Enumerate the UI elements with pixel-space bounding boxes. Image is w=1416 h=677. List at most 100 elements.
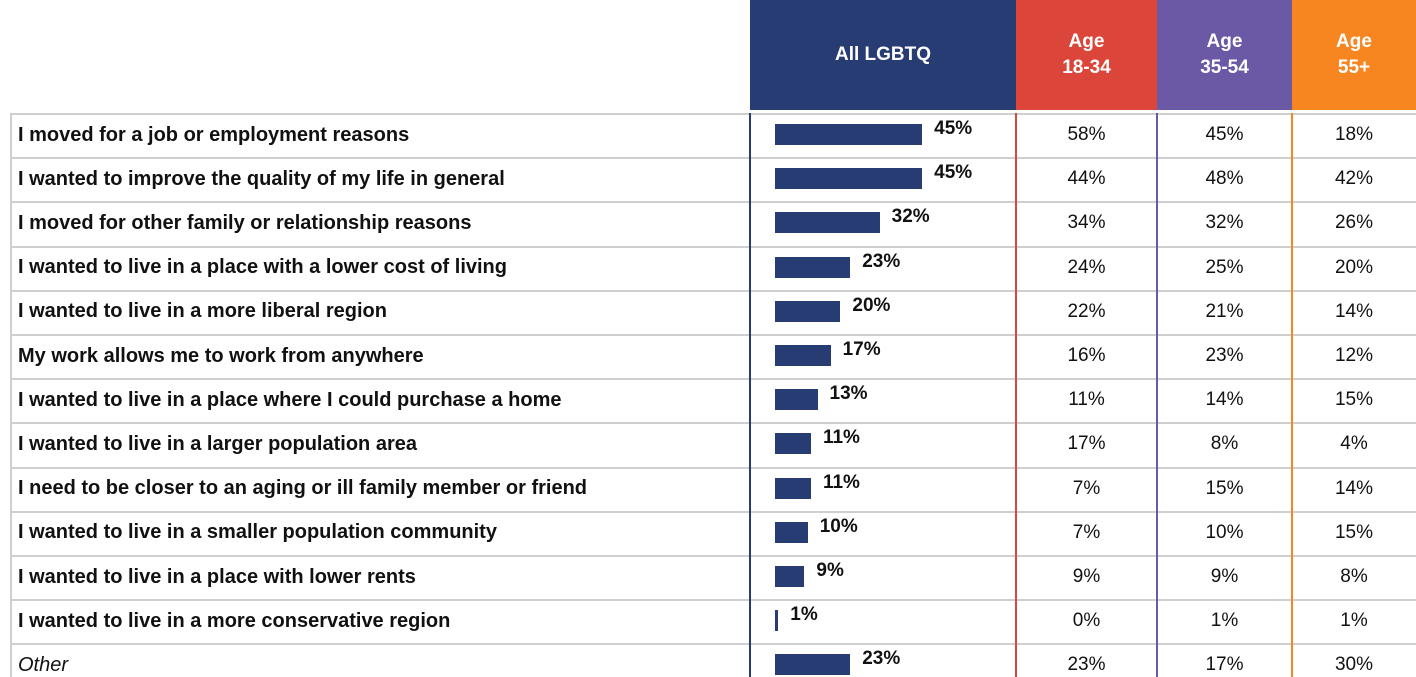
row-label: My work allows me to work from anywhere [18,344,424,367]
bar [775,168,923,190]
header-text: All LGBTQ [834,44,932,66]
header-text: Age 35-54 [1200,31,1249,78]
bar [775,124,923,145]
cell-value: 16% [1067,345,1106,367]
value-label: 13% [829,383,868,405]
column-header: Age 18-34 [1016,0,1157,110]
row-border [10,334,1416,336]
cell-value: 0% [1072,610,1101,632]
column-border [1156,113,1158,677]
cell-value: 15% [1205,477,1244,499]
cell-value: 7% [1072,477,1101,499]
cell-value: 32% [1205,212,1244,234]
column-border [1015,113,1017,677]
cell-value: 7% [1072,521,1101,543]
bar [775,389,818,411]
cell-value: 34% [1067,212,1106,234]
cell-value: 4% [1340,433,1368,455]
cell-value: 14% [1334,300,1374,322]
row-border [10,113,1416,115]
cell-value: 9% [1210,566,1239,588]
row-label: I wanted to live in a place with lower r… [18,565,416,588]
cell-value: 58% [1067,124,1106,146]
bar [775,521,808,543]
row-border [10,510,1416,513]
cell-value: 44% [1067,168,1106,190]
column-header: Age 35-54 [1157,0,1292,110]
row-border [10,378,1416,381]
cell-value: 14% [1334,477,1374,499]
header-text: Age 18-34 [1062,31,1111,78]
column-border [1291,113,1293,677]
row-label: I wanted to live in a smaller population… [18,521,497,544]
cell-value: 9% [1072,566,1101,588]
cell-value: 8% [1340,566,1368,588]
cell-value: 8% [1210,433,1239,455]
value-label: 17% [842,339,881,360]
cell-value: 42% [1334,168,1374,190]
bar [775,610,779,632]
value-label: 23% [862,250,901,272]
bar [775,566,805,587]
cell-value: 45% [1205,124,1244,146]
row-border [10,599,1416,602]
value-label: 45% [934,118,973,139]
value-label: 45% [934,162,973,184]
value-label: 20% [852,294,891,316]
row-label: I wanted to live in a larger population … [18,432,417,455]
row-border [10,466,1416,469]
row-border [10,201,1416,204]
bar [775,256,851,278]
cell-value: 10% [1205,521,1244,543]
row-label: I need to be closer to an aging or ill f… [18,477,588,500]
cell-value: 14% [1205,389,1244,411]
row-label: I moved for a job or employment reasons [18,123,410,146]
cell-value: 11% [1068,389,1105,411]
value-label: 11% [822,471,860,493]
cell-value: 17% [1205,654,1244,676]
cell-value: 24% [1067,256,1106,278]
cell-value: 15% [1334,389,1374,411]
value-label: 9% [816,560,844,581]
table-left-border [10,113,12,677]
row-label: I wanted to live in a place where I coul… [18,388,562,411]
header-text: Age 55+ [1336,31,1372,78]
cell-value: 1% [1210,610,1239,632]
cell-value: 18% [1334,124,1374,146]
row-label: Other [18,653,69,676]
row-border [10,643,1416,646]
cell-value: 1% [1340,610,1368,632]
bar [775,654,851,676]
row-label: I wanted to live in a more conservative … [18,609,451,632]
cell-value: 21% [1205,300,1244,322]
bar [775,345,831,366]
row-label: I moved for other family or relationship… [18,211,472,234]
cell-value: 23% [1205,345,1244,367]
cell-value: 25% [1205,256,1244,278]
bar [775,212,880,234]
cell-value: 23% [1067,654,1106,676]
cell-value: 22% [1067,300,1106,322]
cell-value: 26% [1334,212,1374,234]
row-border [10,289,1416,292]
bar [775,477,811,499]
cell-value: 20% [1334,256,1374,278]
row-border [10,245,1416,248]
cell-value: 15% [1334,521,1374,543]
bar [775,433,811,455]
value-label: 11% [822,427,860,449]
cell-value: 12% [1334,345,1374,367]
row-label: I wanted to live in a more liberal regio… [18,300,387,323]
bar [775,300,841,322]
cell-value: 17% [1067,433,1106,455]
row-label: I wanted to improve the quality of my li… [18,167,505,190]
column-header: All LGBTQ [750,0,1016,110]
row-border [10,555,1416,557]
value-label: 23% [862,648,901,670]
value-label: 32% [891,206,930,228]
value-label: 1% [790,604,818,626]
cell-value: 48% [1205,168,1244,190]
row-label: I wanted to live in a place with a lower… [18,256,507,279]
column-header: Age 55+ [1292,0,1416,110]
